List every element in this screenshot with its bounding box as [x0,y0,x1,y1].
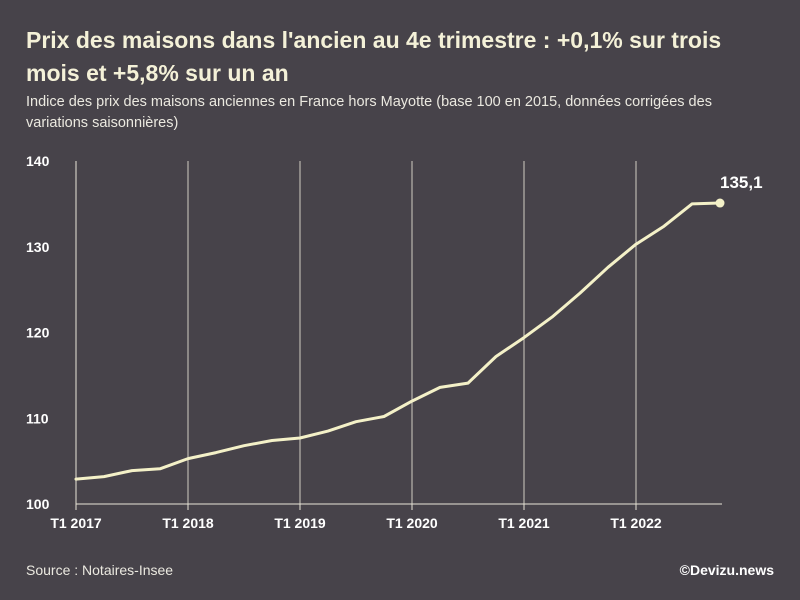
chart-title: Prix des maisons dans l'ancien au 4e tri… [26,27,722,86]
x-tick-label: T1 2021 [498,515,550,531]
x-tick-label: T1 2020 [386,515,438,531]
end-point-marker [715,198,725,208]
y-tick-label: 130 [26,239,50,255]
x-tick-label: T1 2017 [50,515,102,531]
source-note: Source : Notaires-Insee [26,562,174,578]
chart-subtitle: Indice des prix des maisons anciennes en… [26,94,712,131]
x-tick-label: T1 2022 [610,515,662,531]
credit-logo: ©Devizu.news [679,562,774,578]
x-tick-label: T1 2018 [162,515,214,531]
y-tick-label: 140 [26,153,50,169]
end-value-label: 135,1 [720,173,763,192]
y-tick-label: 100 [26,496,50,512]
x-tick-label: T1 2019 [274,515,326,531]
y-tick-label: 110 [26,410,49,426]
y-tick-label: 120 [26,325,50,341]
series-line [74,201,722,481]
